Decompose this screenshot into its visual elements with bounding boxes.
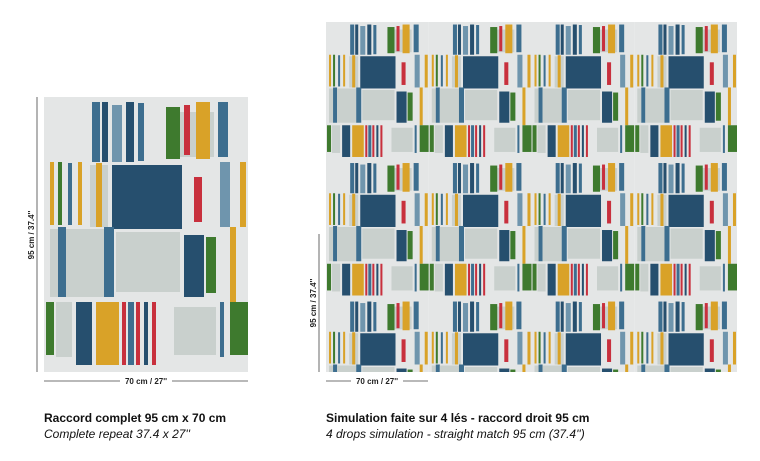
tile xyxy=(531,160,635,300)
caption: Simulation faite sur 4 lés - raccord dro… xyxy=(326,411,589,425)
tile xyxy=(326,22,429,161)
caption-en: 4 drops simulation - straight match 95 c… xyxy=(326,427,585,441)
tile xyxy=(531,22,635,161)
tile xyxy=(634,22,737,161)
width-label: 70 cm / 27'' xyxy=(356,377,398,386)
tile xyxy=(634,299,737,372)
repeat-swatch xyxy=(44,97,248,372)
caption-en: Complete repeat 37.4 x 27'' xyxy=(44,427,191,441)
height-label: 95 cm / 37.4'' xyxy=(309,279,318,328)
width-label: 70 cm / 27'' xyxy=(125,377,167,386)
height-label: 95 cm / 37.4'' xyxy=(27,211,36,260)
simulation-swatch xyxy=(326,22,737,372)
tile xyxy=(326,160,429,300)
tile xyxy=(428,160,532,300)
tile xyxy=(634,160,737,300)
caption: Raccord complet 95 cm x 70 cm xyxy=(44,411,226,425)
tile xyxy=(428,22,532,161)
